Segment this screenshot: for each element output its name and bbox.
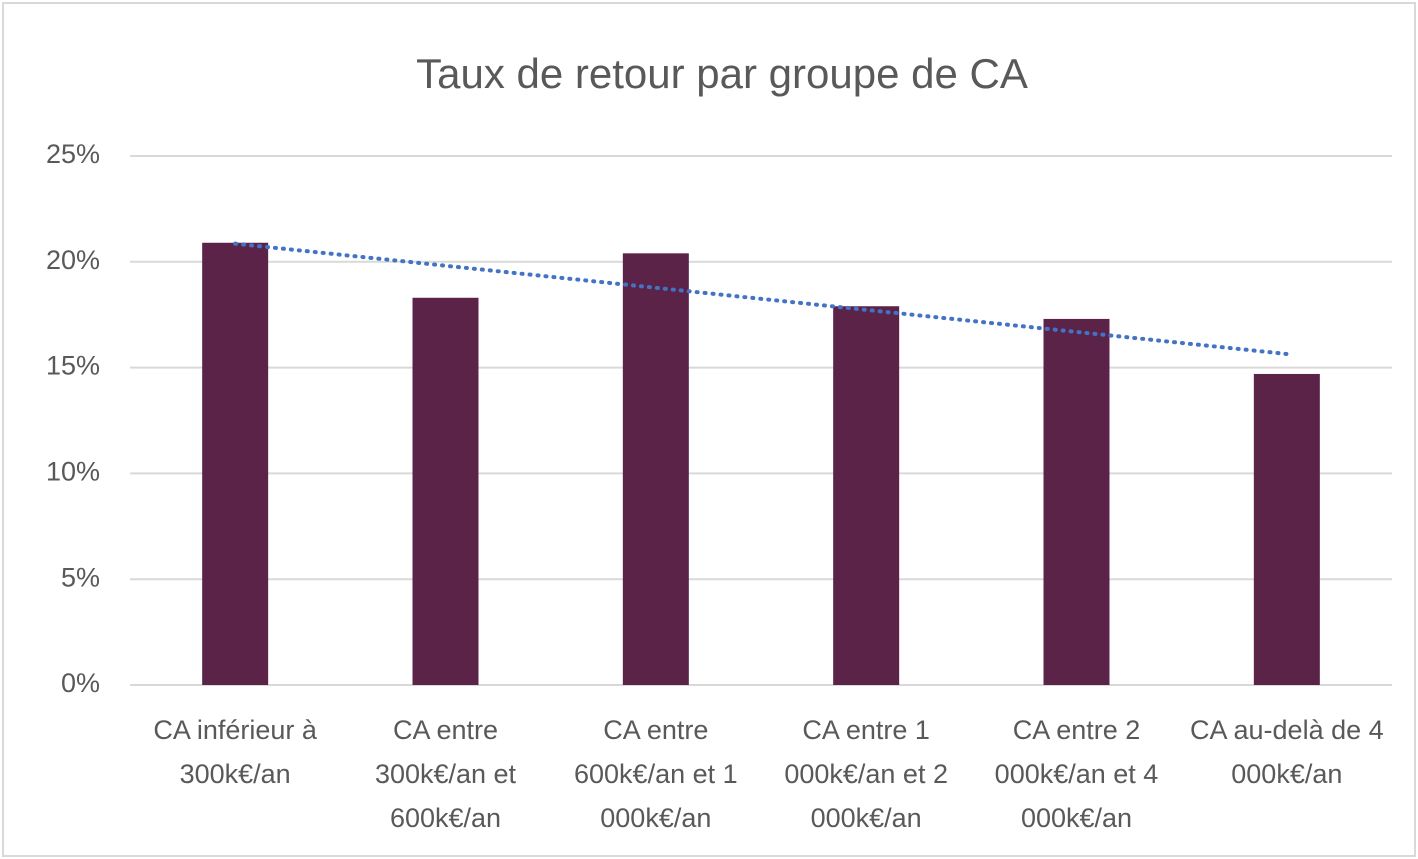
y-tick-label: 5%: [61, 562, 100, 592]
x-tick-label: CA entre 600k€/an et 1 000k€/an: [574, 715, 738, 833]
chart-title: Taux de retour par groupe de CA: [416, 50, 1028, 97]
y-tick-label: 20%: [46, 245, 100, 275]
x-tick-label: CA entre 2 000k€/an et 4 000k€/an: [994, 715, 1159, 833]
bar: [1043, 318, 1110, 685]
bar: [1253, 373, 1320, 685]
bar: [622, 253, 689, 685]
bar: [202, 242, 269, 686]
trendline: [233, 241, 1289, 356]
y-tick-label: 10%: [46, 457, 100, 487]
bar: [833, 306, 900, 685]
y-tick-label: 0%: [61, 668, 100, 698]
bar: [412, 297, 479, 685]
x-tick-label: CA entre 300k€/an et 600k€/an: [374, 715, 517, 833]
y-tick-label: 25%: [46, 139, 100, 169]
x-tick-label: CA au-delà de 4 000k€/an: [1190, 715, 1384, 789]
y-tick-label: 15%: [46, 351, 100, 381]
x-tick-label: CA entre 1 000k€/an et 2 000k€/an: [784, 715, 948, 833]
x-tick-label: CA inférieur à 300k€/an: [153, 715, 317, 789]
